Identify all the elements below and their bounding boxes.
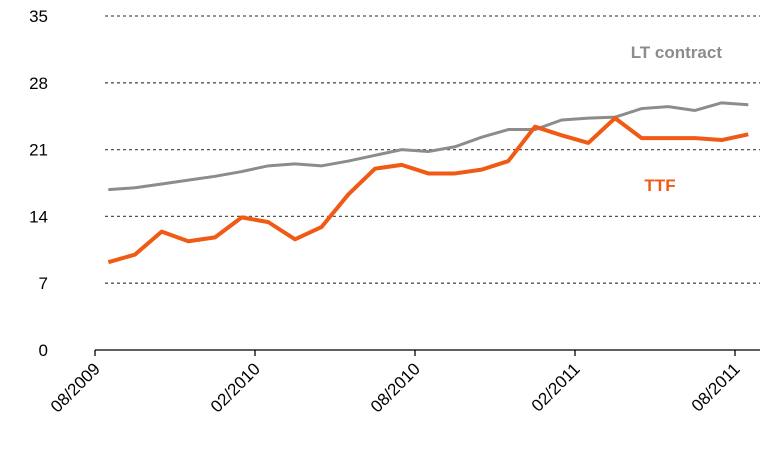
line-series bbox=[107, 116, 749, 265]
y-tick-label: 35 bbox=[29, 7, 48, 26]
y-tick-label: 14 bbox=[29, 207, 48, 226]
series-label: TTF bbox=[644, 176, 675, 195]
line-series bbox=[108, 101, 749, 192]
y-tick-label: 7 bbox=[39, 274, 48, 293]
x-tick-label: 08/2011 bbox=[688, 359, 744, 415]
y-tick-label: 28 bbox=[29, 74, 48, 93]
x-tick-label: 08/2009 bbox=[47, 359, 104, 416]
x-tick-label: 02/2010 bbox=[207, 359, 264, 416]
x-tick-label: 02/2011 bbox=[528, 359, 584, 415]
x-tick-label: 08/2010 bbox=[367, 359, 424, 416]
series-label: LT contract bbox=[631, 43, 723, 62]
y-tick-label: 0 bbox=[39, 341, 48, 360]
y-tick-label: 21 bbox=[29, 141, 48, 160]
